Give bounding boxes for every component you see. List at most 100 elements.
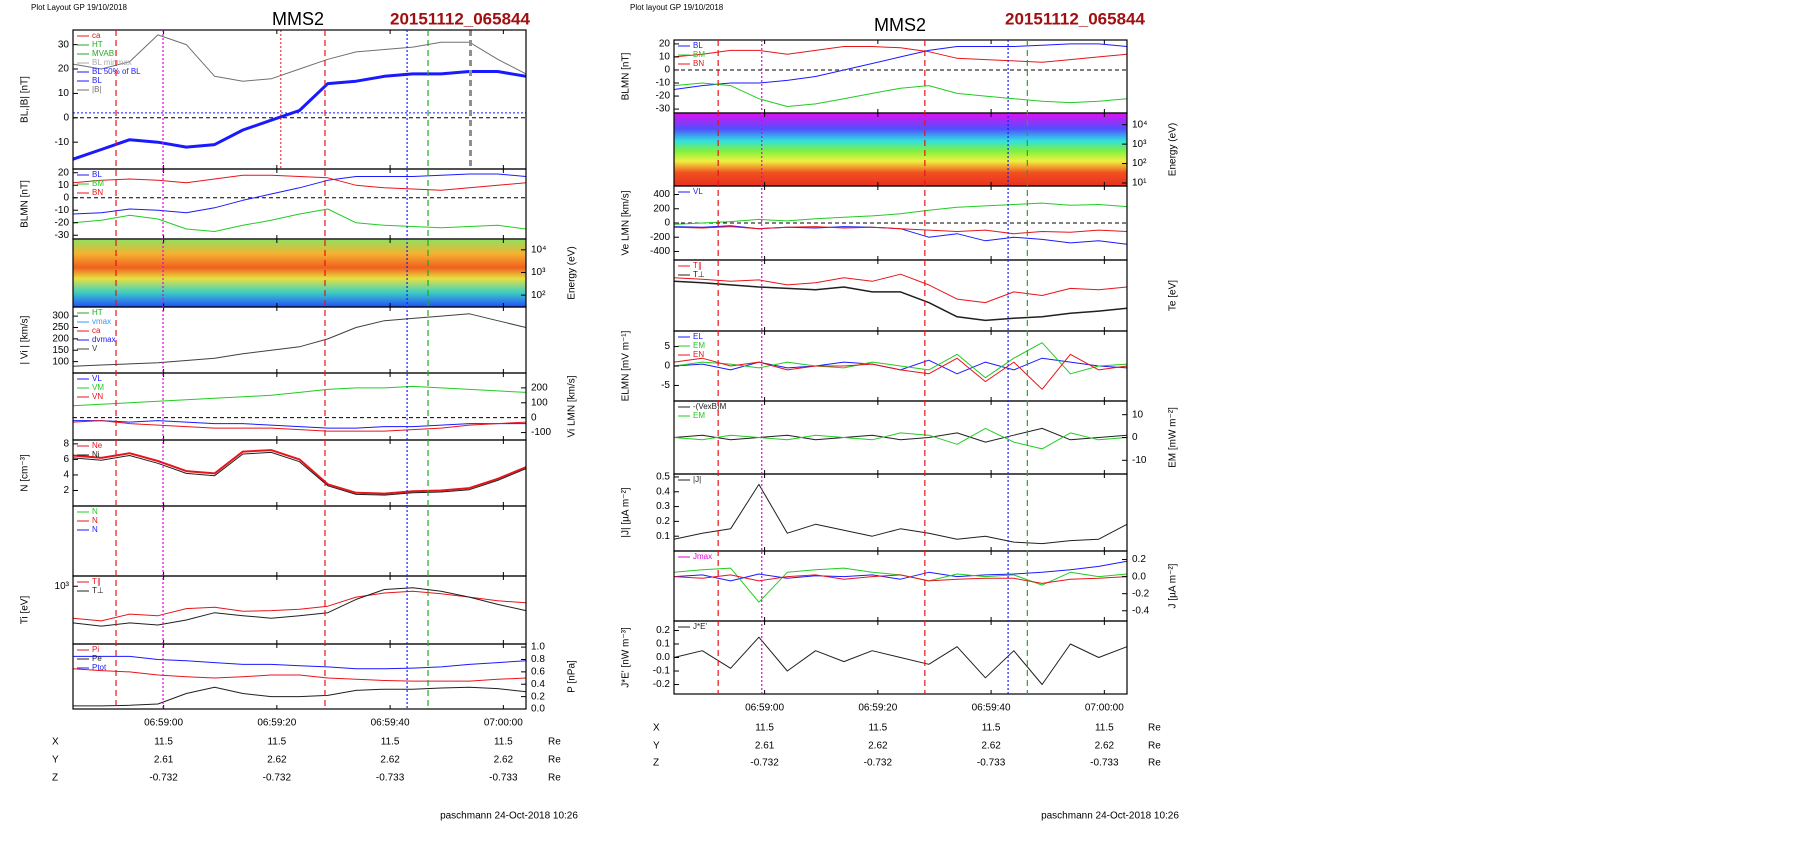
plot-header: Plot Layout GP 19/10/2018 [31,3,127,12]
panel-frame [72,643,527,710]
y-tick-label: 0.2 [531,691,545,702]
position-value: -0.732 [864,758,893,769]
y-axis-label: Energy (eV) [567,246,578,299]
legend-label: EL [693,332,703,341]
legend-label: |J| [693,475,701,484]
position-unit: Re [548,773,561,784]
position-value: -0.732 [750,758,779,769]
series-line [673,427,1128,443]
y-axis-label: P [nPa] [567,660,578,693]
series-line [72,174,527,191]
legend-label: T∥ [693,261,702,270]
y-tick-label: 0.2 [656,516,670,527]
y-tick-label: 10³ [1132,139,1147,150]
y-axis-label: J [µA m⁻²] [1168,563,1179,608]
y-tick-label: 0.2 [1132,554,1146,565]
y-tick-label: 20 [58,64,70,75]
legend-label: dvmax [92,335,116,344]
y-tick-label: 30 [58,39,70,50]
x-tick-label: 06:59:20 [858,703,897,714]
y-tick-label: 10 [58,88,70,99]
legend-label: V [92,344,98,353]
legend-label: |B| [92,85,102,94]
y-tick-label: 20 [659,39,671,50]
series-line [72,587,527,627]
legend-label: EN [693,350,704,359]
panel-frame [72,575,527,645]
position-value: -0.733 [977,758,1006,769]
y-tick-label: 0.0 [656,652,670,663]
y-tick-label: 0.1 [656,531,670,542]
y-axis-label: Vi LMN [km/s] [567,375,578,437]
panel-frame [673,400,1128,475]
y-tick-label: -0.1 [653,666,671,677]
event-id: 20151112_065844 [1005,9,1145,28]
legend-label: T⊥ [92,586,104,595]
y-tick-label: 0.2 [656,625,670,636]
legend-label: VM [92,383,104,392]
legend-label: T⊥ [693,270,705,279]
position-value: -0.733 [489,773,518,784]
legend-label: VL [92,374,102,383]
legend-label: N [92,507,98,516]
position-value: -0.733 [376,773,405,784]
y-tick-label: 0 [664,65,670,76]
legend-label: EM [693,411,705,420]
legend-label: BL [693,41,703,50]
series-line [73,420,526,429]
y-tick-label: 0 [664,361,670,372]
y-axis-label: Energy (eV) [1168,123,1179,176]
x-tick-label: 06:59:20 [257,718,296,729]
y-tick-label: 0.8 [531,654,545,665]
position-value: -0.732 [149,773,178,784]
y-axis-label: | Vi | [km/s] [20,315,31,364]
y-tick-label: 200 [531,383,548,394]
y-axis-label: N [cm⁻³] [20,454,31,492]
position-label: Z [52,773,58,784]
y-axis-label: EM [mW m⁻²] [1168,407,1179,468]
legend-label: ca [92,326,101,335]
position-value: 2.62 [868,741,888,752]
y-tick-label: -0.2 [653,679,671,690]
series-line [72,173,527,215]
position-value: 2.62 [981,741,1001,752]
legend-label: N [92,525,98,534]
y-tick-label: 10 [1132,409,1144,420]
series-line [72,420,527,432]
legend-label: BL [92,170,102,179]
y-tick-label: 5 [664,341,670,352]
y-tick-label: 4 [63,470,69,481]
series-line [673,574,1128,584]
position-value: 2.61 [154,755,174,766]
y-tick-label: -10 [656,78,671,89]
series-line [72,451,527,496]
y-axis-label: BLMN [nT] [621,52,632,100]
panel-frame [673,473,1128,552]
legend-label: Ptot [92,663,107,672]
position-value: 2.62 [1095,741,1115,752]
y-tick-label: 0.0 [531,704,545,715]
y-tick-label: -0.4 [1132,605,1150,616]
y-axis-label: Te [eV] [1168,280,1179,311]
legend-label: Jmax [693,552,712,561]
series-line [72,208,527,232]
legend-label: BN [92,188,103,197]
position-value: 11.5 [494,737,513,748]
y-tick-label: 10⁴ [1132,119,1147,130]
y-tick-label: -10 [1132,455,1147,466]
position-value: 11.5 [154,737,173,748]
y-tick-label: 300 [52,311,69,322]
position-value: 11.5 [1095,723,1114,734]
series-line [673,280,1128,322]
series-line [72,590,527,622]
series-line [73,655,527,670]
panel-frame [673,259,1128,332]
y-tick-label: 10⁴ [531,244,546,255]
legend-label: BL [92,76,102,85]
series-line [673,353,1128,390]
y-tick-label: 0.4 [656,486,670,497]
series-line [673,560,1128,582]
legend-label: MVAB [92,49,114,58]
series-line [673,483,1128,545]
